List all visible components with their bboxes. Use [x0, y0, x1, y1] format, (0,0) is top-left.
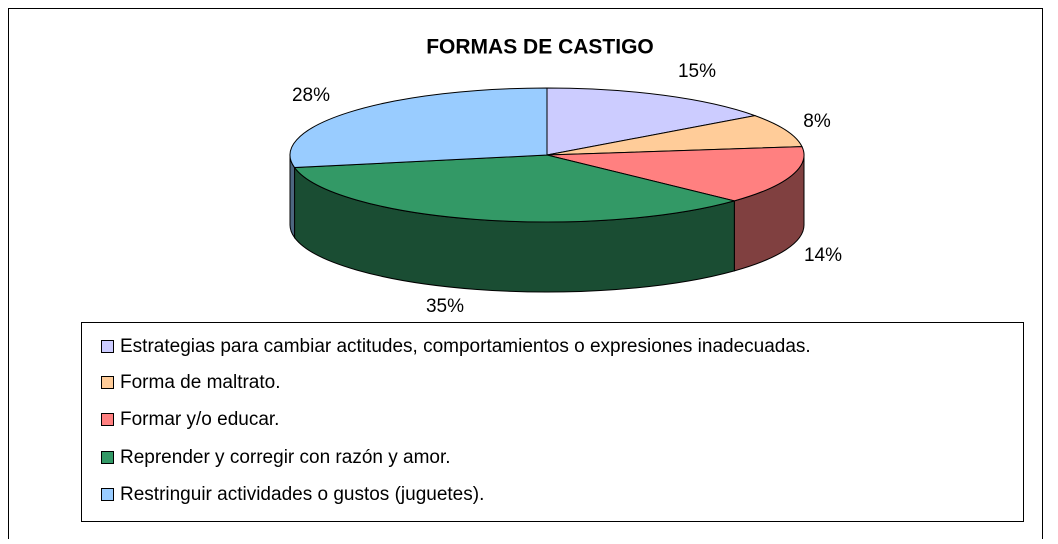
legend-label: Reprender y corregir con razón y amor.: [120, 447, 451, 468]
legend-swatch: [101, 413, 114, 426]
legend-box: [81, 322, 1024, 522]
legend-label: Formar y/o educar.: [120, 409, 279, 430]
pie-slice: [289, 87, 548, 169]
legend-swatch: [101, 340, 114, 353]
pie-slice: [546, 87, 757, 156]
legend-swatch: [101, 451, 114, 464]
data-label: 8%: [803, 111, 831, 132]
data-label: 35%: [426, 296, 464, 317]
legend-label: Estrategias para cambiar actitudes, comp…: [120, 336, 811, 357]
pie-slice: [546, 146, 805, 202]
legend-swatch: [101, 488, 114, 501]
legend-label: Forma de maltrato.: [120, 372, 281, 393]
legend-label: Restringuir actividades o gustos (juguet…: [120, 484, 484, 505]
data-label: 14%: [804, 245, 842, 266]
data-label: 28%: [292, 85, 330, 106]
pie-slice: [293, 154, 737, 223]
chart-title: FORMAS DE CASTIGO: [426, 36, 654, 59]
pie-slice: [546, 115, 803, 156]
legend-swatch: [101, 376, 114, 389]
data-label: 15%: [678, 61, 716, 82]
